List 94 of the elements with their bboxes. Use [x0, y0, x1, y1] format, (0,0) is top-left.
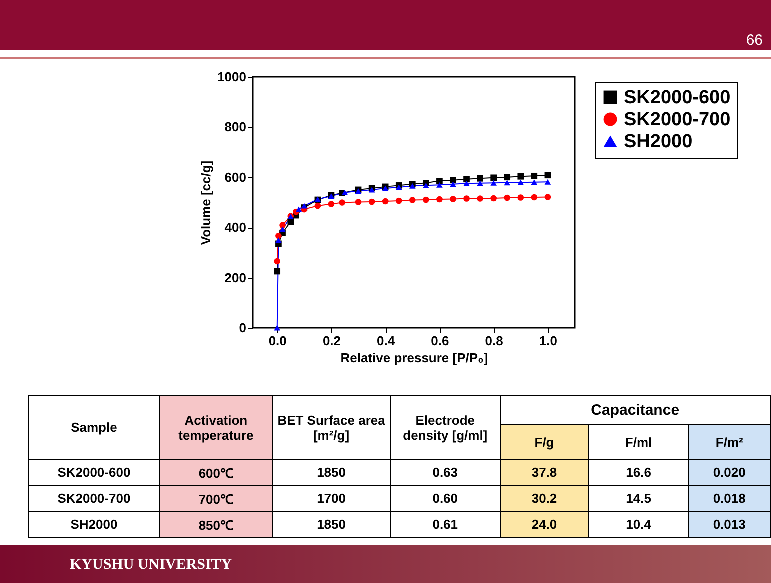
x-tick-label: 0.2: [322, 334, 342, 348]
point: [477, 175, 484, 182]
point: [531, 172, 538, 180]
point: [450, 177, 456, 184]
text: Capacitance: [500, 396, 770, 424]
point: [544, 172, 552, 179]
legend-label: SK2000-600: [624, 88, 731, 108]
point: [531, 180, 538, 186]
text: 14.5: [588, 486, 689, 512]
text: 700℃: [160, 486, 272, 512]
x-tick-label: 1.0: [539, 334, 558, 348]
point: [504, 180, 511, 186]
legend-label: SK2000-700: [624, 110, 731, 130]
point: [490, 180, 497, 186]
x-tick-label: 0.8: [485, 334, 504, 348]
point: [382, 198, 389, 205]
point: [504, 194, 511, 202]
point: [518, 194, 524, 201]
text: KYUSHU UNIVERSITY: [70, 557, 232, 574]
text: 0.63: [390, 460, 500, 486]
legend-label: SH2000: [624, 132, 693, 152]
text: 24.0: [500, 512, 589, 538]
text: 0.018: [688, 486, 770, 512]
y-axis-title: Volume [cc/g]: [198, 160, 214, 246]
text: SH2000: [28, 512, 160, 538]
y-tick-label: 0: [239, 320, 246, 336]
y-tick-label: 200: [224, 270, 246, 286]
text: 30.2: [500, 486, 589, 512]
text: F/m²: [688, 424, 770, 460]
point: [280, 226, 286, 232]
point: [477, 196, 484, 202]
point: [436, 178, 443, 184]
text: 0.013: [688, 512, 770, 538]
point: [518, 180, 524, 186]
point: [518, 173, 524, 180]
point: [274, 258, 281, 265]
text: SK2000-700: [28, 486, 160, 512]
x-tick-label: 0.4: [377, 334, 396, 348]
point: [450, 196, 456, 202]
point: [504, 174, 511, 181]
y-tick-label: 400: [224, 220, 246, 236]
text: 66: [746, 32, 763, 49]
text: 1850: [272, 460, 391, 486]
point: [328, 201, 335, 208]
point: [355, 199, 362, 206]
point: [464, 196, 470, 202]
text: 0.61: [390, 512, 500, 538]
point: [531, 194, 538, 201]
x-axis-title: Relative pressure [P/P₀]: [340, 350, 488, 366]
point: [464, 180, 470, 186]
text: SK2000-600: [28, 460, 160, 486]
text: F/ml: [588, 424, 689, 460]
point: [423, 196, 430, 204]
point: [339, 200, 346, 206]
point: [436, 182, 443, 188]
point: [544, 194, 552, 200]
point: [274, 325, 281, 331]
text: F/g: [500, 424, 589, 460]
text: Electrode density [g/ml]: [390, 396, 500, 460]
point: [409, 197, 416, 204]
point: [280, 222, 286, 228]
point: [396, 198, 402, 204]
point: [544, 179, 552, 185]
text: 0.60: [390, 486, 500, 512]
text: 10.4: [588, 512, 689, 538]
point: [274, 268, 281, 275]
y-tick-label: 600: [224, 170, 246, 185]
point: [296, 206, 302, 212]
point: [276, 232, 282, 240]
text: 1850: [272, 512, 391, 538]
text: 1700: [272, 486, 391, 512]
point: [368, 198, 376, 206]
text: 16.6: [588, 460, 689, 486]
point: [490, 174, 497, 182]
text: Sample: [28, 396, 160, 460]
text: 37.8: [500, 460, 589, 486]
point: [423, 182, 430, 188]
y-tick-label: 800: [224, 120, 246, 135]
point: [477, 180, 484, 186]
text: BET Surface area [m²/g]: [272, 396, 391, 460]
point: [436, 196, 443, 203]
point: [464, 176, 470, 183]
x-tick-label: 0.6: [431, 334, 450, 348]
point: [490, 195, 497, 202]
point: [450, 182, 456, 188]
point: [276, 238, 282, 244]
text: 600℃: [160, 460, 272, 486]
x-tick-label: 0.0: [268, 334, 287, 348]
text: Activation temperature: [160, 396, 272, 460]
point: [342, 190, 348, 196]
text: 850℃: [160, 512, 272, 538]
text: 0.020: [688, 460, 770, 486]
point: [314, 202, 322, 210]
y-tick-label: 1000: [218, 70, 246, 84]
